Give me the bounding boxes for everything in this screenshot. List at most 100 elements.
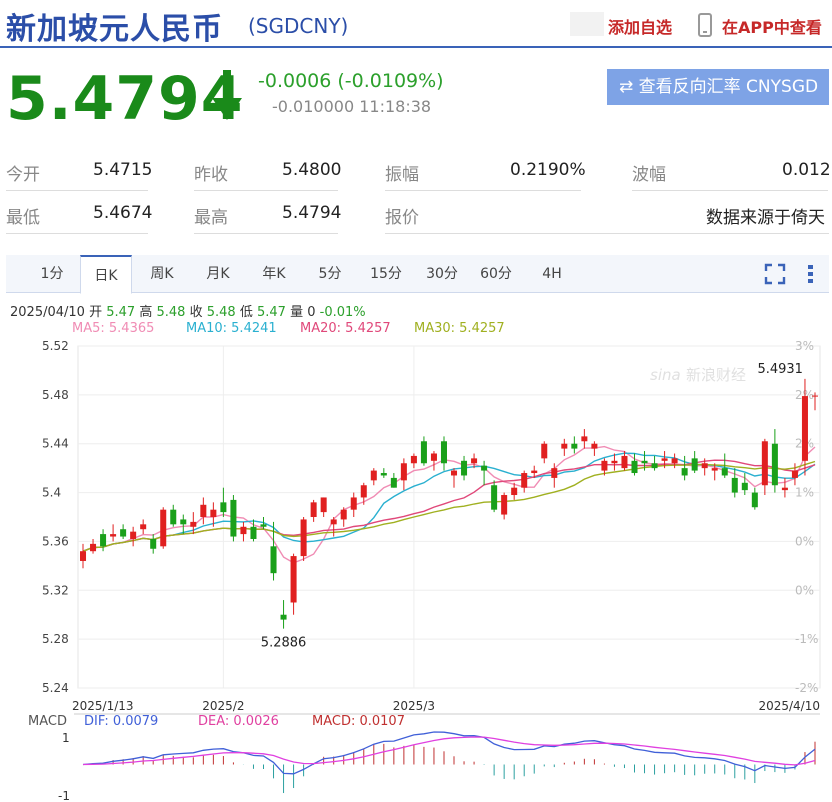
candle-body — [260, 524, 267, 527]
candle-body — [801, 396, 808, 461]
candle — [731, 468, 738, 498]
candle-body — [420, 441, 427, 464]
stats-row-1: 今开 5.4715 昨收 5.4800 振幅 0.2190% 波幅 0.012 — [0, 150, 832, 191]
candle — [791, 463, 798, 486]
tab-60min[interactable]: 60分 — [480, 266, 512, 282]
macd-tick: -1 — [58, 789, 70, 802]
candle-body — [741, 482, 748, 491]
tab-15min[interactable]: 15分 — [370, 266, 402, 282]
candle-body — [681, 468, 688, 476]
candle-body — [360, 485, 367, 498]
candle-body — [501, 495, 508, 515]
dea-line — [82, 736, 816, 766]
watermark: sina 新浪财经 — [650, 366, 746, 384]
candle — [250, 519, 257, 542]
price-change: -0.0006 (-0.0109%) — [258, 70, 444, 92]
tab-4h[interactable]: 4H — [542, 266, 562, 282]
candle-body — [240, 526, 247, 535]
candle-body — [120, 529, 127, 537]
candle-body — [701, 463, 708, 469]
current-price: 5.4794 — [6, 64, 244, 134]
macd-panel: MACD DIF: 0.0079 DEA: 0.0026 MACD: 0.0107 1 -… — [28, 713, 820, 802]
candle — [270, 521, 277, 581]
pct-value: -0.01% — [319, 305, 366, 320]
plot-frame — [77, 345, 821, 689]
candle — [601, 458, 608, 476]
candle-body — [751, 492, 758, 508]
candle — [531, 465, 538, 478]
high-value: 5.48 — [156, 305, 186, 320]
candle-body — [350, 497, 357, 510]
candle — [521, 470, 528, 493]
candle-body — [370, 470, 377, 481]
settings-dots-icon[interactable] — [800, 263, 822, 285]
candle — [290, 553, 297, 615]
stat-label: 波幅 — [632, 165, 666, 185]
candle — [190, 512, 197, 535]
candle — [340, 507, 347, 527]
candle-body — [721, 468, 728, 476]
candle — [230, 495, 237, 542]
candle-body — [771, 443, 778, 486]
tab-yearly[interactable]: 年K — [262, 266, 286, 282]
candle-body — [190, 521, 197, 527]
candle — [741, 473, 748, 496]
candle-body — [300, 519, 307, 557]
candle-body — [330, 519, 337, 525]
candle-body — [651, 463, 658, 469]
candle — [380, 468, 387, 478]
open-label: 开 — [89, 305, 103, 320]
ma10-legend: MA10: 5.4241 — [186, 321, 277, 336]
candle-body — [541, 443, 548, 459]
candle — [370, 468, 377, 486]
candle-body — [210, 509, 217, 517]
candle — [100, 529, 107, 552]
ma30-line — [82, 460, 816, 552]
low-value: 5.47 — [256, 305, 286, 320]
candle-body — [410, 455, 417, 464]
tab-daily[interactable]: 日K — [80, 255, 132, 294]
x-tick-label: 2025/2 — [202, 699, 244, 713]
divider — [194, 233, 338, 234]
candle — [160, 507, 167, 549]
candle-body — [671, 458, 678, 464]
y-tick-label: 5.28 — [42, 632, 69, 646]
divider — [6, 233, 148, 234]
macd-tick: 1 — [62, 731, 70, 745]
candle-body — [440, 441, 447, 464]
watermark-text: 新浪财经 — [686, 366, 746, 384]
candle-body — [471, 458, 478, 464]
add-favorite-link[interactable]: 添加自选 — [608, 18, 673, 37]
stat-value: 5.4800 — [282, 160, 342, 180]
candle — [210, 502, 217, 527]
divider — [6, 190, 148, 191]
stat-label: 昨收 — [194, 165, 228, 185]
tab-30min[interactable]: 30分 — [426, 266, 458, 282]
candles — [80, 378, 818, 629]
candle-body — [691, 458, 698, 471]
tab-5min[interactable]: 5分 — [318, 266, 342, 282]
pair-name: 新加坡元人民币 — [6, 12, 223, 47]
stat-label: 最低 — [6, 208, 40, 228]
candle-body — [521, 473, 528, 488]
stat-value: 5.4674 — [93, 203, 153, 223]
ma5-legend: MA5: 5.4365 — [72, 321, 155, 336]
ohlc-date: 2025/04/10 — [10, 305, 85, 320]
candle-body — [140, 524, 147, 530]
tab-1min[interactable]: 1分 — [40, 266, 64, 282]
volume-label: 量 — [290, 305, 304, 320]
tab-weekly[interactable]: 周K — [150, 266, 174, 282]
candle-body — [761, 441, 768, 486]
candle-body — [100, 534, 107, 547]
dea-legend: DEA: 0.0026 — [198, 714, 279, 729]
kline-chart[interactable]: sina 新浪财经 5.52 5.48 5.44 5.4 5.36 5.32 5.28 5.2… — [0, 335, 832, 802]
candle — [110, 524, 117, 542]
low-annotation: 5.2886 — [261, 636, 307, 651]
candle — [140, 519, 147, 535]
candle-body — [320, 497, 327, 513]
candle — [320, 497, 327, 517]
tab-monthly[interactable]: 月K — [206, 266, 230, 282]
reverse-rate-button[interactable]: ⇄ 查看反向汇率 CNYSGD — [607, 69, 829, 105]
candle-body — [130, 531, 137, 539]
fullscreen-icon[interactable] — [764, 263, 786, 285]
